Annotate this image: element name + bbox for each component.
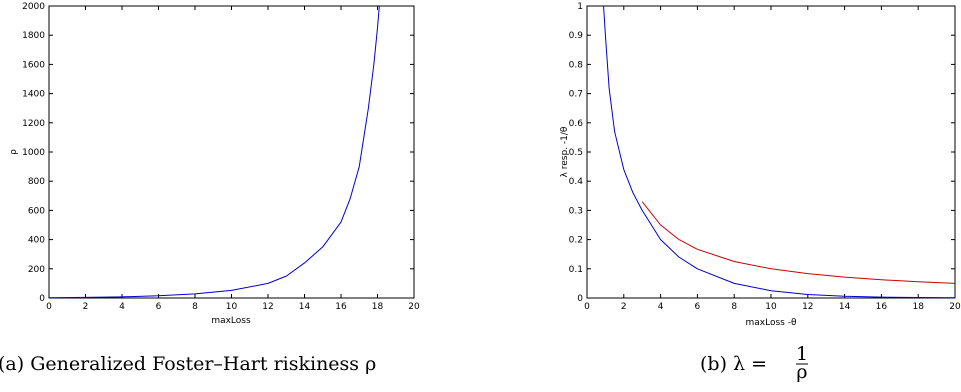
x-axis-label-a: maxLoss [211,316,251,326]
x-tick-label-a: 14 [299,302,311,312]
plot-area-b [586,5,956,299]
x-tick-label-b: 18 [912,302,924,312]
x-tick-label-a: 8 [192,302,198,312]
x-tick-label-b: 16 [876,302,888,312]
x-tick-label-b: 14 [839,302,851,312]
y-axis-label-a: ρ [9,149,19,155]
series-line-b-1 [641,201,956,284]
x-tick-label-b: 10 [765,302,777,312]
x-tick-label-a: 12 [262,302,273,312]
series-line-a-0 [48,5,380,299]
y-tick-label-a: 1000 [22,148,45,158]
axis-ticks-a: 0 2 4 6 8 10 12 14 16 18 2002004006008001000120014… [22,2,420,312]
y-tick-label-a: 1200 [22,119,45,129]
y-tick-label-b: 0.1 [569,265,583,275]
x-tick-label-b: 6 [695,302,701,312]
y-axis-label-b: λ resp. -1/θ [560,126,570,177]
panel-b: 0 2 4 6 8 10 12 14 16 18 20 0 0.1 0.2 0.3 0.4 0.5 0.6 0.7 0… [560,2,961,383]
x-tick-label-a: 2 [83,302,89,312]
series-lines-a [48,5,380,299]
y-tick-label-b: 0.4 [569,177,584,187]
x-tick-label-a: 10 [226,302,238,312]
caption-b-denominator: ρ [796,361,807,383]
y-tick-label-b: 0.9 [569,31,584,41]
series-line-b-0 [603,5,956,299]
y-tick-label-b: 0.5 [569,148,583,158]
caption-b: (b) λ = 1 ρ [700,343,808,383]
x-tick-label-a: 18 [372,302,384,312]
x-tick-label-a: 4 [119,302,125,312]
y-tick-label-a: 0 [39,294,45,304]
y-tick-label-a: 1400 [22,90,45,100]
y-tick-label-a: 200 [28,265,45,275]
x-tick-label-b: 12 [802,302,813,312]
y-tick-label-b: 0.3 [569,206,583,216]
y-tick-label-a: 1600 [22,60,45,70]
caption-b-numerator: 1 [796,343,808,365]
y-tick-label-a: 1800 [22,31,45,41]
x-tick-label-a: 16 [335,302,347,312]
caption-b-prefix: (b) λ = [700,353,767,375]
x-tick-label-a: 20 [408,302,420,312]
x-tick-label-b: 20 [949,302,961,312]
y-tick-label-a: 800 [28,177,45,187]
y-tick-label-b: 0.6 [569,119,584,129]
x-tick-label-b: 0 [584,302,590,312]
y-tick-label-b: 1 [577,2,583,12]
caption-a: (a) Generalized Foster–Hart riskiness ρ [0,353,376,375]
y-tick-label-b: 0 [577,294,583,304]
y-tick-label-b: 0.2 [569,236,583,246]
x-tick-label-a: 0 [46,302,52,312]
series-lines-b [603,5,956,299]
x-tick-label-b: 8 [731,302,737,312]
x-tick-label-b: 2 [621,302,627,312]
x-axis-label-b: maxLoss -θ [746,318,797,328]
y-tick-label-a: 600 [28,206,45,216]
axis-ticks-b: 0 2 4 6 8 10 12 14 16 18 20 0 0.1 0.2 0.3 0.4 0.5 0.6 0.7 0… [569,2,961,312]
y-tick-label-a: 400 [28,236,45,246]
y-tick-label-b: 0.7 [569,90,583,100]
y-tick-label-b: 0.8 [569,60,584,70]
panel-a: 0 2 4 6 8 10 12 14 16 18 2002004006008001000120014… [0,2,420,375]
y-tick-label-a: 2000 [22,2,45,12]
x-tick-label-b: 4 [658,302,664,312]
x-tick-label-a: 6 [156,302,162,312]
plot-area-a [48,5,415,299]
